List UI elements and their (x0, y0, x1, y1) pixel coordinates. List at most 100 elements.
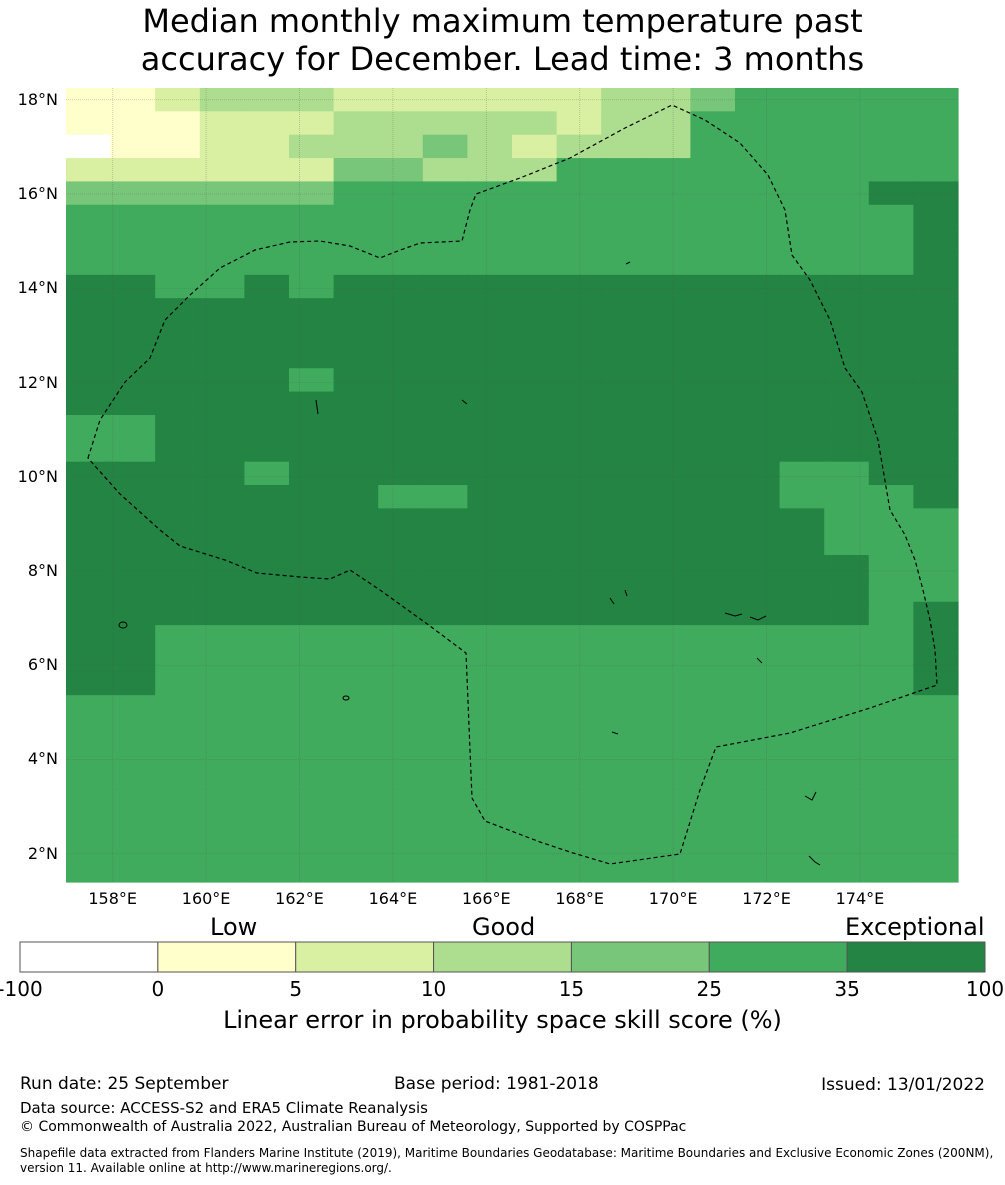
longitude-label: 158°E (88, 889, 138, 908)
grid-cell (289, 788, 335, 813)
grid-cell (289, 555, 335, 580)
grid-cell (378, 601, 424, 626)
grid-cell (645, 158, 691, 183)
grid-cell (199, 485, 245, 509)
grid-cell (333, 625, 379, 650)
grid-cell (244, 718, 290, 743)
grid-cell (333, 555, 379, 580)
grid-cell (913, 788, 959, 813)
grid-cell (645, 391, 691, 416)
island (624, 589, 628, 597)
grid-cell (645, 111, 691, 136)
grid-cell (645, 788, 691, 813)
grid-cell (66, 741, 112, 766)
grid-cell (868, 718, 914, 743)
grid-cell (779, 718, 825, 743)
grid-cell (155, 88, 201, 112)
grid-cell (735, 321, 781, 346)
grid-cell (824, 648, 870, 673)
grid-cell (422, 858, 468, 883)
grid-cell (779, 228, 825, 253)
grid-cell (690, 485, 736, 509)
grid-cell (155, 134, 201, 159)
grid-cell (333, 461, 379, 486)
grid-cell (110, 835, 156, 860)
grid-cell (868, 321, 914, 346)
grid-cell (155, 835, 201, 860)
grid-cell (913, 204, 959, 229)
grid-cell (824, 531, 870, 556)
grid-cell (645, 718, 691, 743)
skill-grid (66, 88, 959, 883)
grid-cell (467, 461, 513, 486)
grid-cell (824, 718, 870, 743)
grid-cell (512, 204, 558, 229)
island (461, 399, 468, 405)
grid-cell (155, 181, 201, 206)
grid-cell (422, 134, 468, 159)
grid-cell (645, 298, 691, 323)
grid-cell (913, 811, 959, 836)
grid-cell (779, 601, 825, 626)
grid-cell (868, 811, 914, 836)
grid-cell (422, 625, 468, 650)
colorbar-tick-label: -100 (0, 977, 43, 1001)
grid-cell (422, 601, 468, 626)
grid-cell (155, 718, 201, 743)
grid-cell (735, 811, 781, 836)
grid-cell (645, 274, 691, 299)
grid-cell (556, 485, 602, 509)
grid-cell (556, 391, 602, 416)
grid-cell (378, 695, 424, 720)
grid-cell (512, 811, 558, 836)
grid-cell (913, 274, 959, 299)
grid-cell (779, 461, 825, 486)
grid-cell (645, 344, 691, 369)
grid-cell (645, 485, 691, 509)
grid-cell (868, 625, 914, 650)
grid-cell (244, 531, 290, 556)
latitude-label: 6°N (27, 655, 58, 675)
grid-cell (333, 811, 379, 836)
grid-cell (289, 88, 335, 112)
grid-cell (333, 251, 379, 276)
grid-cell (690, 741, 736, 766)
grid-cell (378, 438, 424, 463)
grid-cell (244, 671, 290, 696)
grid-cell (155, 158, 201, 183)
grid-cell (645, 858, 691, 883)
colorbar-tick-label: 5 (289, 977, 303, 1001)
grid-cell (110, 298, 156, 323)
grid-cell (110, 438, 156, 463)
grid-cell (601, 671, 647, 696)
grid-cell (735, 765, 781, 790)
grid-cell (735, 251, 781, 276)
grid-cell (868, 181, 914, 206)
grid-cell (690, 414, 736, 439)
island (609, 597, 615, 605)
grid-cell (110, 204, 156, 229)
chart-title: Median monthly maximum temperature past … (0, 2, 1005, 78)
grid-cell (735, 555, 781, 580)
colorbar-tick-label: 35 (834, 977, 860, 1001)
grid-cell (66, 438, 112, 463)
grid-cell (824, 134, 870, 159)
grid-cell (378, 134, 424, 159)
grid-cell (779, 508, 825, 533)
grid-cell (66, 625, 112, 650)
grid-cell (512, 625, 558, 650)
island (808, 855, 821, 866)
grid-cell (868, 414, 914, 439)
grid-cell (333, 111, 379, 136)
grid-cell (735, 601, 781, 626)
grid-cell (779, 274, 825, 299)
grid-cell (601, 578, 647, 603)
grid-cell (779, 251, 825, 276)
grid-cell (289, 111, 335, 136)
grid-cell (422, 158, 468, 183)
grid-cell (422, 835, 468, 860)
grid-cell (824, 111, 870, 136)
grid-cell (110, 508, 156, 533)
grid-cell (66, 578, 112, 603)
grid-cell (66, 251, 112, 276)
